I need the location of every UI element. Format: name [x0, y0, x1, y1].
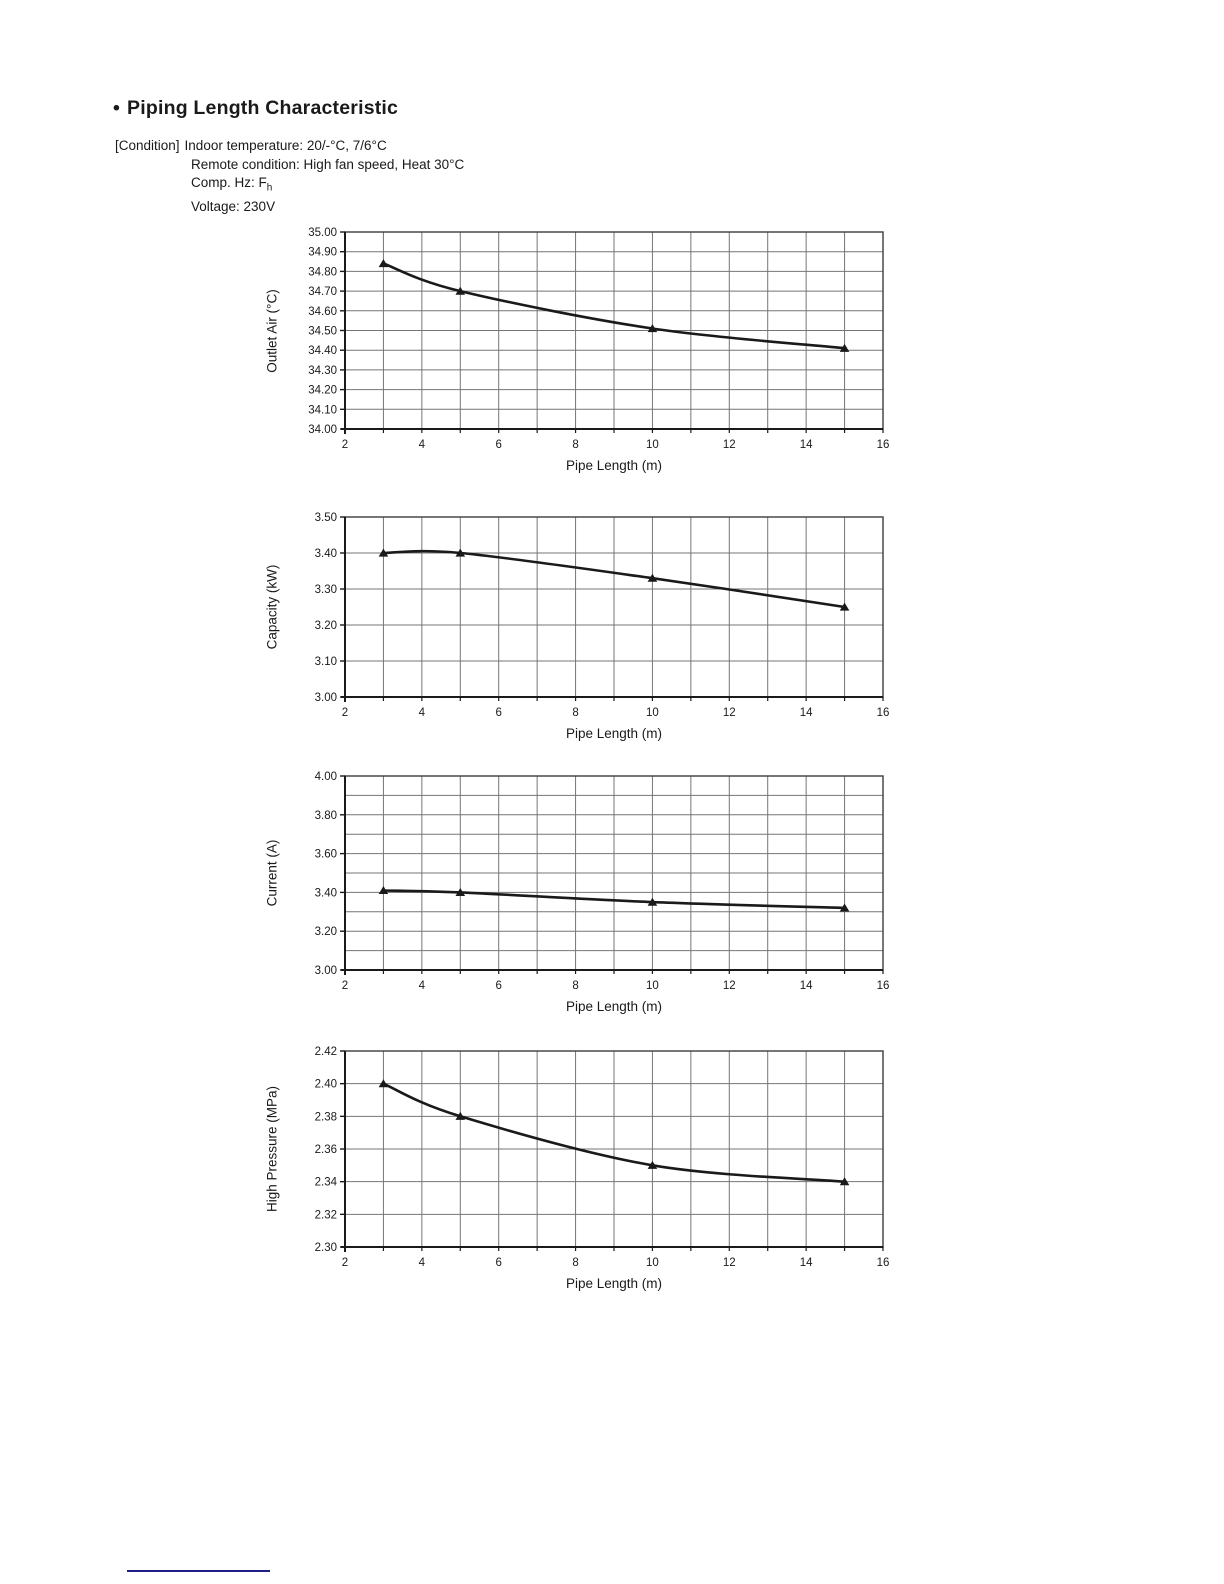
svg-text:34.20: 34.20: [308, 385, 337, 397]
svg-text:6: 6: [496, 1257, 502, 1269]
svg-text:35.00: 35.00: [308, 227, 337, 239]
svg-text:2.32: 2.32: [315, 1209, 337, 1221]
svg-text:16: 16: [877, 980, 890, 992]
svg-text:2: 2: [342, 439, 348, 451]
svg-text:4: 4: [419, 439, 426, 451]
svg-text:10: 10: [646, 1257, 659, 1269]
svg-text:12: 12: [723, 439, 736, 451]
svg-text:8: 8: [572, 1257, 578, 1269]
svg-text:34.80: 34.80: [308, 266, 337, 278]
svg-text:6: 6: [496, 980, 502, 992]
page-title: • Piping Length Characteristic: [113, 97, 398, 120]
current-chart: 4.00 3.80 3.60 3.40 3.20 3.00 2 4 6 8 10 12 14 16 Pipe…: [315, 771, 890, 1014]
svg-text:16: 16: [877, 1257, 890, 1269]
svg-text:14: 14: [800, 707, 813, 719]
svg-text:2.38: 2.38: [315, 1111, 337, 1123]
svg-text:2.34: 2.34: [315, 1177, 338, 1189]
condition-label: [Condition]: [115, 138, 180, 153]
svg-text:8: 8: [572, 980, 578, 992]
svg-text:3.00: 3.00: [315, 692, 337, 704]
svg-text:2.40: 2.40: [315, 1079, 337, 1091]
svg-text:14: 14: [800, 1257, 813, 1269]
svg-text:10: 10: [646, 980, 659, 992]
svg-text:Pipe Length (m): Pipe Length (m): [566, 999, 662, 1014]
page-title-text: Piping Length Characteristic: [127, 97, 399, 119]
svg-text:12: 12: [723, 1257, 736, 1269]
capacity-chart: 3.50 3.40 3.30 3.20 3.10 3.00 2 4 6 8 10 12 14 16 Pipe…: [315, 512, 890, 741]
condition-line-1: [Condition] Indoor temperature: 20/-°C, 7…: [115, 137, 464, 156]
svg-text:8: 8: [572, 439, 578, 451]
svg-text:2.42: 2.42: [315, 1046, 337, 1058]
condition-line-2: Remote condition: High fan speed, Heat 3…: [191, 156, 465, 172]
svg-text:12: 12: [723, 707, 736, 719]
svg-text:34.30: 34.30: [308, 365, 337, 377]
svg-text:8: 8: [572, 707, 578, 719]
svg-text:34.60: 34.60: [308, 306, 337, 318]
svg-text:34.10: 34.10: [308, 404, 337, 416]
svg-text:Pipe Length (m): Pipe Length (m): [566, 726, 662, 741]
svg-text:34.90: 34.90: [308, 247, 337, 259]
svg-text:2: 2: [342, 980, 348, 992]
svg-text:12: 12: [723, 980, 736, 992]
svg-text:4.00: 4.00: [315, 771, 337, 783]
svg-text:2: 2: [342, 1257, 348, 1269]
svg-text:34.40: 34.40: [308, 345, 337, 357]
svg-text:3.10: 3.10: [315, 656, 337, 668]
svg-text:10: 10: [646, 707, 659, 719]
svg-text:3.50: 3.50: [315, 512, 337, 524]
svg-text:3.40: 3.40: [315, 887, 337, 899]
condition-block: [Condition] Indoor temperature: 20/-°C, 7…: [115, 137, 464, 217]
svg-text:3.20: 3.20: [315, 926, 337, 938]
svg-text:2: 2: [342, 707, 348, 719]
svg-text:3.80: 3.80: [315, 810, 337, 822]
high-pressure-chart: 2.42 2.40 2.38 2.36 2.34 2.32 2.30 2 4 6 8 10 12 14 16…: [315, 1046, 890, 1291]
condition-indoor-temperature: Indoor temperature: 20/-°C, 7/6°C: [184, 138, 387, 153]
svg-text:34.00: 34.00: [308, 424, 337, 436]
svg-text:34.70: 34.70: [308, 286, 337, 298]
svg-text:3.00: 3.00: [315, 965, 337, 977]
bullet-icon: •: [113, 97, 121, 119]
svg-text:3.30: 3.30: [315, 584, 337, 596]
svg-text:2.30: 2.30: [315, 1242, 337, 1254]
condition-line-3: Comp. Hz: Fh: [191, 174, 464, 198]
svg-text:14: 14: [800, 439, 813, 451]
condition-comp-hz-subscript: h: [266, 182, 273, 194]
svg-text:6: 6: [496, 707, 502, 719]
svg-text:Pipe Length (m): Pipe Length (m): [566, 1276, 662, 1291]
svg-text:4: 4: [419, 707, 426, 719]
svg-text:4: 4: [419, 1257, 426, 1269]
svg-text:Pipe Length (m): Pipe Length (m): [566, 458, 662, 473]
svg-text:10: 10: [646, 439, 659, 451]
svg-text:34.50: 34.50: [308, 326, 337, 338]
svg-text:6: 6: [496, 439, 502, 451]
svg-text:16: 16: [877, 439, 890, 451]
condition-line-4: Voltage: 230V: [191, 199, 276, 215]
condition-comp-hz: Comp. Hz: F: [191, 175, 267, 190]
svg-text:3.20: 3.20: [315, 620, 337, 632]
outlet-air-chart: 35.00 34.90 34.80 34.70 34.60 34.50 34.40 34.30…: [308, 227, 890, 473]
svg-text:2.36: 2.36: [315, 1144, 337, 1156]
svg-text:14: 14: [800, 980, 813, 992]
svg-text:3.60: 3.60: [315, 849, 337, 861]
svg-text:16: 16: [877, 707, 890, 719]
footer-rule: [127, 1570, 270, 1572]
svg-text:4: 4: [419, 980, 426, 992]
svg-text:3.40: 3.40: [315, 548, 337, 560]
